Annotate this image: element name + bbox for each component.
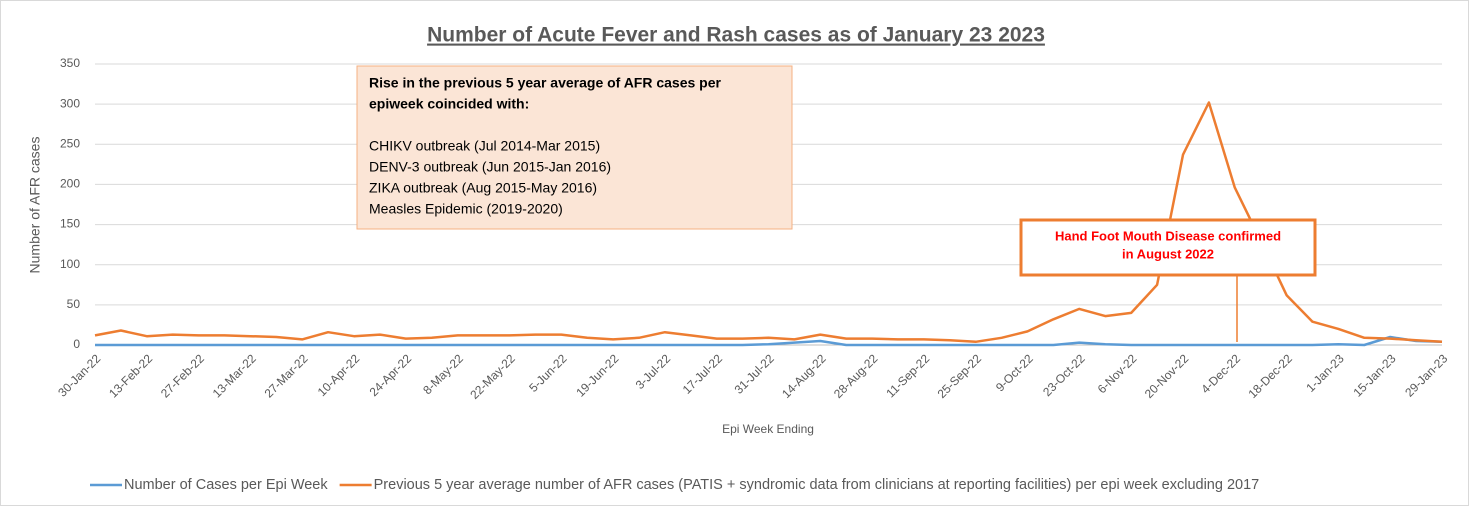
annotation-box bbox=[356, 65, 793, 230]
x-axis-label: Epi Week Ending bbox=[722, 422, 814, 436]
annotation-item: ZIKA outbreak (Aug 2015-May 2016) bbox=[369, 180, 597, 196]
y-tick-label: 250 bbox=[60, 136, 80, 150]
chart-title: Number of Acute Fever and Rash cases as … bbox=[427, 24, 1045, 47]
y-axis-label: Number of AFR cases bbox=[27, 137, 43, 274]
annotation-heading: in August 2022 bbox=[1122, 246, 1214, 261]
y-tick-label: 350 bbox=[60, 56, 80, 70]
legend-label: Number of Cases per Epi Week bbox=[124, 477, 328, 493]
annotation-heading: epiweek coincided with: bbox=[369, 96, 529, 112]
y-tick-label: 50 bbox=[67, 297, 81, 311]
series-line bbox=[94, 101, 1443, 344]
annotation-item: DENV-3 outbreak (Jun 2015-Jan 2016) bbox=[369, 159, 611, 175]
y-tick-label: 150 bbox=[60, 217, 80, 231]
y-tick-label: 100 bbox=[60, 257, 80, 271]
annotation-heading: Rise in the previous 5 year average of A… bbox=[369, 75, 722, 91]
annotation-box bbox=[1019, 218, 1317, 277]
annotation-heading: Hand Foot Mouth Disease confirmed bbox=[1055, 228, 1281, 243]
y-tick-label: 0 bbox=[73, 337, 80, 351]
legend-label: Previous 5 year average number of AFR ca… bbox=[374, 477, 1260, 493]
y-tick-label: 200 bbox=[60, 177, 80, 191]
y-tick-label: 300 bbox=[60, 96, 80, 110]
series-line bbox=[95, 335, 1443, 347]
legend: Number of Cases per Epi Week Previous 5 y… bbox=[90, 477, 1259, 493]
annotation-item: Measles Epidemic (2019-2020) bbox=[369, 201, 563, 217]
annotation-item: CHIKV outbreak (Jul 2014-Mar 2015) bbox=[369, 138, 600, 154]
